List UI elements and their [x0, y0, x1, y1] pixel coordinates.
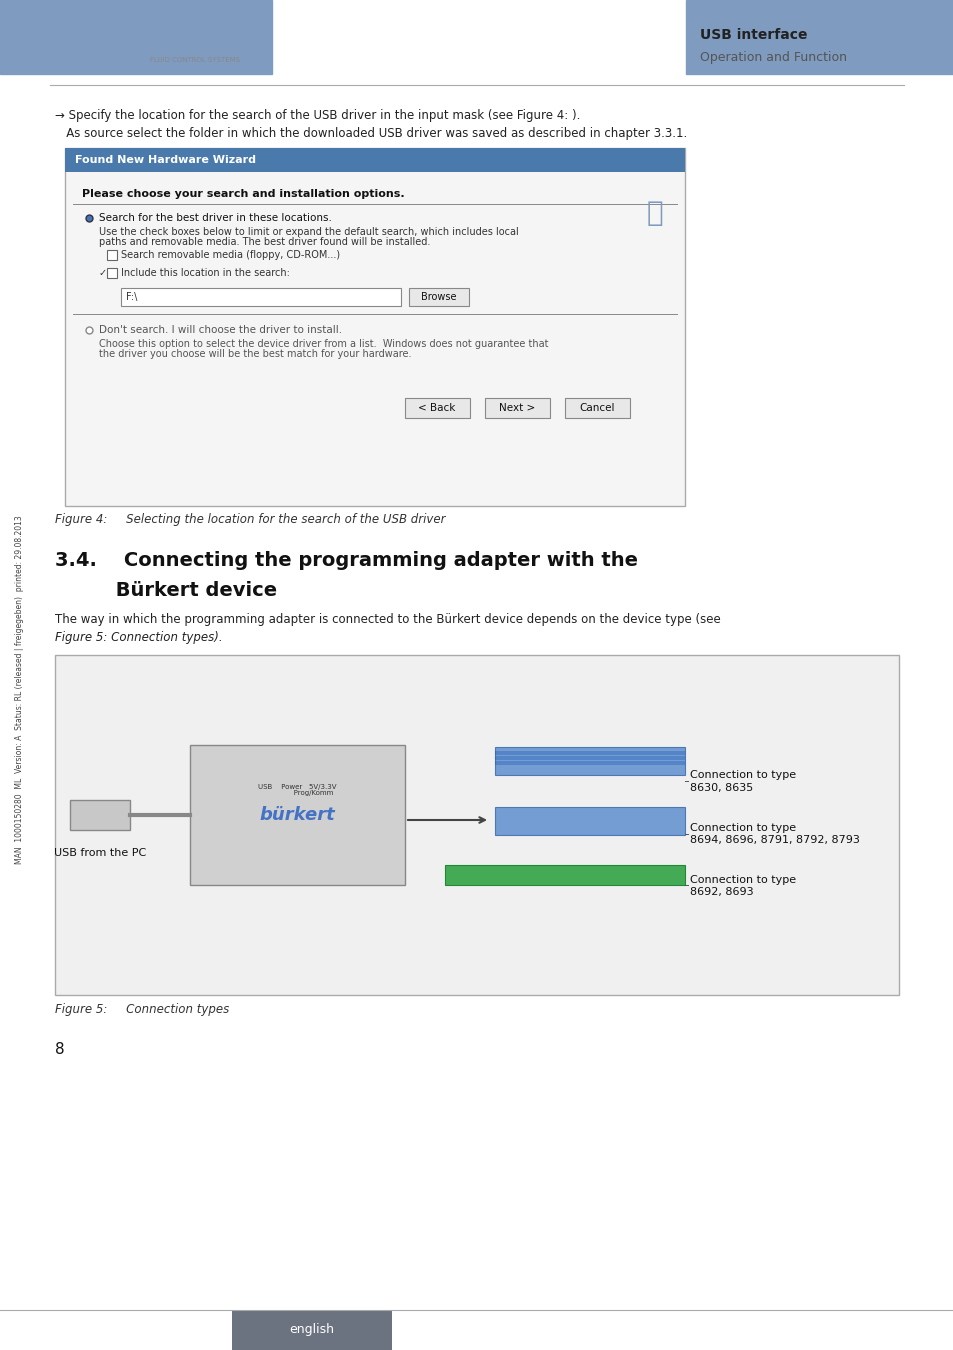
Text: Connection to type: Connection to type: [689, 875, 796, 886]
Text: F:\: F:\: [126, 292, 137, 302]
Text: Figure 4:     Selecting the location for the search of the USB driver: Figure 4: Selecting the location for the…: [55, 513, 445, 526]
Bar: [495, 763, 684, 765]
Text: ✓: ✓: [99, 269, 107, 278]
Text: FLUID CONTROL SYSTEMS: FLUID CONTROL SYSTEMS: [150, 57, 240, 63]
Bar: [121, 288, 400, 306]
Text: Bürkert device: Bürkert device: [55, 580, 276, 599]
Text: 3.4.    Connecting the programming adapter with the: 3.4. Connecting the programming adapter …: [55, 551, 638, 570]
Text: english: english: [289, 1323, 335, 1336]
Bar: [65, 148, 684, 506]
Text: Operation and Function: Operation and Function: [700, 51, 846, 65]
Text: 8630, 8635: 8630, 8635: [689, 783, 753, 792]
Text: MAN  1000150280  ML  Version: A  Status: RL (released | freigegeben)  printed: 2: MAN 1000150280 ML Version: A Status: RL …: [15, 516, 25, 864]
Bar: [495, 757, 684, 760]
Bar: [70, 801, 130, 830]
Text: → Specify the location for the search of the USB driver in the input mask (see F: → Specify the location for the search of…: [55, 108, 579, 122]
Bar: [564, 398, 629, 418]
Text: The way in which the programming adapter is connected to the Bürkert device depe: The way in which the programming adapter…: [55, 613, 720, 626]
Text: 8: 8: [55, 1042, 65, 1057]
Bar: [685, 0, 953, 74]
Text: Don't search. I will choose the driver to install.: Don't search. I will choose the driver t…: [99, 325, 342, 335]
Text: 8694, 8696, 8791, 8792, 8793: 8694, 8696, 8791, 8792, 8793: [689, 836, 859, 845]
Text: USB    Power   5V/3.3V
               Prog/Komm: USB Power 5V/3.3V Prog/Komm: [257, 783, 335, 796]
Bar: [190, 745, 405, 886]
Text: USB interface: USB interface: [700, 28, 806, 42]
Text: Next >: Next >: [498, 404, 535, 413]
Bar: [484, 398, 550, 418]
Text: Search for the best driver in these locations.: Search for the best driver in these loca…: [99, 213, 332, 223]
Text: bürkert: bürkert: [153, 28, 235, 47]
Bar: [232, 1310, 392, 1350]
Bar: [495, 756, 684, 757]
Text: Use the check boxes below to limit or expand the default search, which includes : Use the check boxes below to limit or ex…: [99, 227, 518, 238]
Text: Cancel: Cancel: [578, 404, 614, 413]
Text: bürkert: bürkert: [259, 806, 335, 824]
Text: Connection to type: Connection to type: [689, 769, 796, 780]
Text: Found New Hardware Wizard: Found New Hardware Wizard: [75, 155, 255, 165]
Bar: [495, 807, 684, 836]
Bar: [0, 0, 272, 74]
Bar: [495, 760, 684, 763]
Text: Connection to type: Connection to type: [689, 824, 796, 833]
Text: Please choose your search and installation options.: Please choose your search and installati…: [82, 189, 404, 198]
Text: Figure 5: Connection types).: Figure 5: Connection types).: [55, 632, 222, 644]
Text: 8692, 8693: 8692, 8693: [689, 887, 753, 896]
Bar: [444, 865, 684, 886]
Bar: [107, 269, 117, 278]
Bar: [107, 250, 117, 261]
Text: the driver you choose will be the best match for your hardware.: the driver you choose will be the best m…: [99, 350, 411, 359]
Bar: [409, 288, 469, 306]
Text: paths and removable media. The best driver found will be installed.: paths and removable media. The best driv…: [99, 238, 430, 247]
Bar: [495, 753, 684, 755]
Bar: [405, 398, 470, 418]
Text: USB from the PC: USB from the PC: [53, 848, 146, 859]
Bar: [495, 751, 684, 752]
Text: Browse: Browse: [421, 292, 456, 302]
Bar: [495, 747, 684, 775]
Text: Figure 5:     Connection types: Figure 5: Connection types: [55, 1003, 229, 1017]
Text: Choose this option to select the device driver from a list.  Windows does not gu: Choose this option to select the device …: [99, 339, 548, 350]
Text: < Back: < Back: [417, 404, 456, 413]
Text: As source select the folder in which the downloaded USB driver was saved as desc: As source select the folder in which the…: [55, 127, 686, 139]
Text: Include this location in the search:: Include this location in the search:: [121, 269, 290, 278]
Text: ⬜: ⬜: [646, 198, 662, 227]
Bar: [65, 148, 684, 171]
Bar: [55, 655, 898, 995]
Text: Search removable media (floppy, CD-ROM...): Search removable media (floppy, CD-ROM..…: [121, 250, 340, 261]
